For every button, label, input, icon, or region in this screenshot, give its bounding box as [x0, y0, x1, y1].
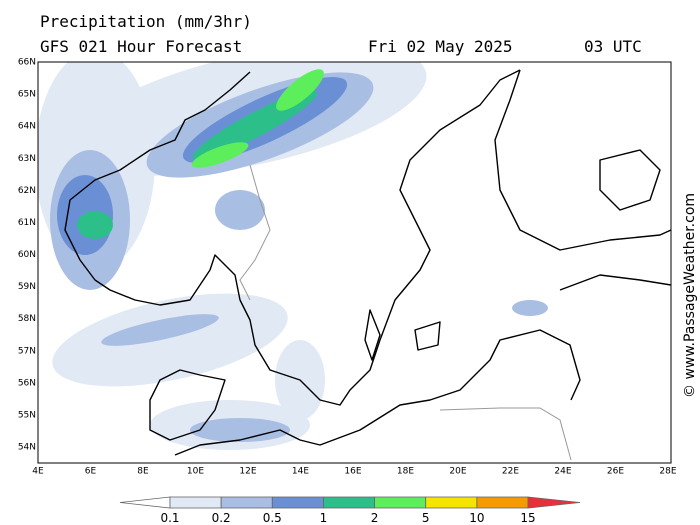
colorbar-label: 5: [422, 511, 430, 525]
colorbar-label: 0.1: [160, 511, 179, 525]
colorbar-box: [425, 496, 478, 509]
colorbar-label: 1: [320, 511, 328, 525]
lon-label: 20E: [449, 467, 466, 477]
lat-label: 59N: [18, 282, 36, 292]
lon-label: 24E: [554, 467, 571, 477]
lat-label: 56N: [18, 378, 36, 388]
credit: © www.PassageWeather.com: [682, 193, 698, 398]
lat-label: 60N: [18, 250, 36, 260]
colorbar-high: [527, 496, 581, 509]
colorbar-box: [323, 496, 375, 509]
lon-label: 28E: [659, 467, 676, 477]
colorbar-label: 0.5: [263, 511, 282, 525]
lon-label: 22E: [502, 467, 519, 477]
lon-label: 12E: [239, 467, 256, 477]
colorbar-box: [476, 496, 529, 509]
time: 03 UTC: [584, 37, 642, 56]
subtitle: GFS 021 Hour Forecast: [40, 37, 242, 56]
colorbar-label: 10: [469, 511, 484, 525]
colorbar-label: 0.2: [212, 511, 231, 525]
lat-label: 54N: [18, 443, 36, 453]
colorbar-box: [271, 496, 324, 509]
map: [37, 61, 672, 464]
coastlines: [64, 69, 671, 456]
colorbar-label: 15: [520, 511, 535, 525]
lon-label: 16E: [344, 467, 361, 477]
lon-label: 26E: [607, 467, 624, 477]
lat-label: 57N: [18, 346, 36, 356]
colorbar-box: [374, 496, 427, 509]
lat-label: 65N: [18, 90, 36, 100]
lon-label: 8E: [137, 467, 149, 477]
lat-label: 58N: [18, 314, 36, 324]
map-frame: [37, 61, 672, 464]
lon-label: 14E: [292, 467, 309, 477]
lon-label: 4E: [32, 467, 44, 477]
colorbar-label: 2: [371, 511, 379, 525]
lat-label: 64N: [18, 122, 36, 132]
lon-label: 6E: [85, 467, 97, 477]
lat-label: 66N: [18, 58, 36, 68]
colorbar-box: [169, 496, 222, 509]
colorbar-low: [119, 496, 171, 509]
colorbar-box: [220, 496, 273, 509]
precipitation: [38, 62, 548, 450]
borders: [239, 164, 572, 461]
date: Fri 02 May 2025: [368, 37, 513, 56]
lat-label: 63N: [18, 154, 36, 164]
title: Precipitation (mm/3hr): [40, 12, 252, 31]
lat-label: 62N: [18, 186, 36, 196]
lon-label: 10E: [187, 467, 204, 477]
lat-label: 55N: [18, 410, 36, 420]
lat-label: 61N: [18, 218, 36, 228]
lon-label: 18E: [397, 467, 414, 477]
